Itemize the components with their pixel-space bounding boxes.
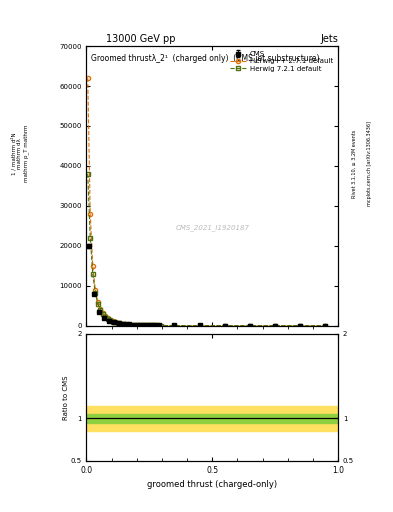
Herwig 7.2.1 default: [116, 320, 120, 326]
Herwig 7.2.1 default: [105, 316, 110, 322]
Herwig++ 2.7.1 default: [113, 319, 118, 325]
Herwig++ 2.7.1 default: [85, 75, 90, 81]
Herwig++ 2.7.1 default: [138, 322, 143, 328]
Herwig 7.2.1 default: [93, 290, 97, 296]
Herwig++ 2.7.1 default: [141, 322, 145, 328]
Herwig 7.2.1 default: [143, 322, 148, 328]
Herwig++ 2.7.1 default: [146, 322, 151, 328]
Herwig++ 2.7.1 default: [101, 310, 105, 316]
Text: Rivet 3.1.10, ≥ 3.2M events: Rivet 3.1.10, ≥ 3.2M events: [352, 130, 357, 198]
Herwig 7.2.1 default: [136, 322, 140, 328]
Herwig++ 2.7.1 default: [172, 323, 177, 329]
Herwig 7.2.1 default: [95, 301, 100, 307]
Herwig++ 2.7.1 default: [110, 318, 115, 324]
Herwig++ 2.7.1 default: [105, 315, 110, 322]
Text: Groomed thrustλ_2¹  (charged only)  (CMS jet substructure): Groomed thrustλ_2¹ (charged only) (CMS j…: [92, 54, 320, 63]
Herwig++ 2.7.1 default: [298, 323, 303, 329]
Herwig++ 2.7.1 default: [222, 323, 227, 329]
Herwig++ 2.7.1 default: [90, 263, 95, 269]
Herwig 7.2.1 default: [133, 322, 138, 328]
Herwig++ 2.7.1 default: [136, 322, 140, 328]
Legend: CMS, Herwig++ 2.7.1 default, Herwig 7.2.1 default: CMS, Herwig++ 2.7.1 default, Herwig 7.2.…: [228, 50, 334, 73]
Herwig 7.2.1 default: [121, 321, 125, 327]
Herwig 7.2.1 default: [85, 171, 90, 177]
Herwig++ 2.7.1 default: [128, 322, 133, 328]
Herwig++ 2.7.1 default: [108, 317, 113, 323]
Herwig 7.2.1 default: [141, 322, 145, 328]
Herwig 7.2.1 default: [151, 323, 156, 329]
Text: 1 / mathrm d²N
mathrm dλ
mathrm p_T mathrm: 1 / mathrm d²N mathrm dλ mathrm p_T math…: [11, 125, 29, 182]
Herwig 7.2.1 default: [148, 323, 153, 329]
Herwig 7.2.1 default: [123, 321, 128, 327]
Text: Jets: Jets: [320, 33, 338, 44]
Herwig++ 2.7.1 default: [248, 323, 252, 329]
Herwig 7.2.1 default: [172, 323, 177, 329]
Herwig 7.2.1 default: [197, 323, 202, 329]
Herwig 7.2.1 default: [158, 323, 163, 329]
Herwig 7.2.1 default: [110, 318, 115, 325]
Herwig++ 2.7.1 default: [143, 322, 148, 328]
Herwig++ 2.7.1 default: [273, 323, 277, 329]
Text: mcplots.cern.ch [arXiv:1306.3436]: mcplots.cern.ch [arXiv:1306.3436]: [367, 121, 373, 206]
Herwig 7.2.1 default: [88, 234, 93, 241]
Line: Herwig 7.2.1 default: Herwig 7.2.1 default: [86, 172, 327, 328]
X-axis label: groomed thrust (charged-only): groomed thrust (charged-only): [147, 480, 277, 489]
Herwig 7.2.1 default: [323, 323, 328, 329]
Herwig++ 2.7.1 default: [93, 287, 97, 293]
Herwig++ 2.7.1 default: [118, 321, 123, 327]
Herwig++ 2.7.1 default: [95, 298, 100, 305]
Herwig++ 2.7.1 default: [156, 323, 160, 329]
Herwig++ 2.7.1 default: [116, 319, 120, 326]
Herwig 7.2.1 default: [103, 314, 108, 320]
Herwig++ 2.7.1 default: [130, 322, 135, 328]
Text: CMS_2021_I1920187: CMS_2021_I1920187: [175, 224, 249, 231]
Herwig++ 2.7.1 default: [88, 211, 93, 217]
Herwig++ 2.7.1 default: [158, 323, 163, 329]
Herwig 7.2.1 default: [222, 323, 227, 329]
Text: 13000 GeV pp: 13000 GeV pp: [106, 33, 176, 44]
Herwig 7.2.1 default: [90, 271, 95, 277]
Herwig++ 2.7.1 default: [98, 306, 103, 312]
Herwig 7.2.1 default: [98, 307, 103, 313]
Herwig++ 2.7.1 default: [323, 323, 328, 329]
Line: Herwig++ 2.7.1 default: Herwig++ 2.7.1 default: [86, 76, 327, 328]
Herwig 7.2.1 default: [138, 322, 143, 328]
Herwig 7.2.1 default: [248, 323, 252, 329]
Herwig 7.2.1 default: [118, 321, 123, 327]
Herwig 7.2.1 default: [273, 323, 277, 329]
Herwig++ 2.7.1 default: [197, 323, 202, 329]
Herwig 7.2.1 default: [130, 322, 135, 328]
Herwig++ 2.7.1 default: [133, 322, 138, 328]
Y-axis label: Ratio to CMS: Ratio to CMS: [63, 375, 69, 419]
Herwig 7.2.1 default: [101, 311, 105, 317]
Herwig 7.2.1 default: [108, 317, 113, 324]
Herwig 7.2.1 default: [156, 323, 160, 329]
Herwig 7.2.1 default: [298, 323, 303, 329]
Herwig++ 2.7.1 default: [123, 321, 128, 327]
Herwig++ 2.7.1 default: [103, 313, 108, 319]
Herwig++ 2.7.1 default: [151, 323, 156, 329]
Herwig 7.2.1 default: [146, 323, 151, 329]
Herwig 7.2.1 default: [128, 322, 133, 328]
Herwig++ 2.7.1 default: [121, 321, 125, 327]
Herwig 7.2.1 default: [126, 322, 130, 328]
Herwig++ 2.7.1 default: [148, 323, 153, 329]
Herwig++ 2.7.1 default: [153, 323, 158, 329]
Herwig++ 2.7.1 default: [126, 322, 130, 328]
Herwig 7.2.1 default: [113, 319, 118, 326]
Herwig 7.2.1 default: [153, 323, 158, 329]
